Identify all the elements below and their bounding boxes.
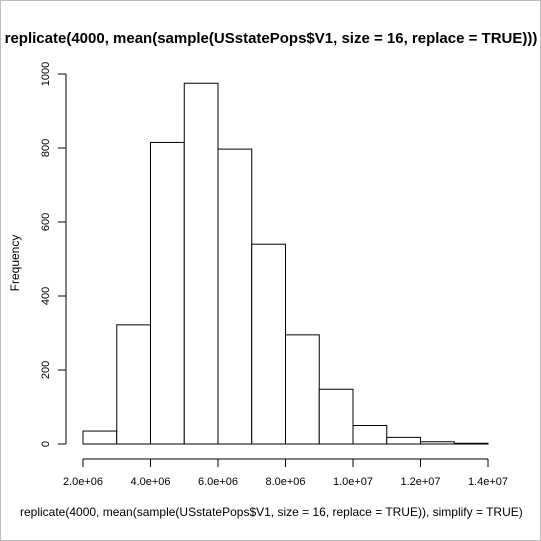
chart-title: replicate(4000, mean(sample(USstatePops$…: [5, 30, 538, 47]
histogram-bar-2: [116, 324, 151, 445]
histogram-bar-6: [251, 243, 286, 445]
histogram-bars: [82, 82, 489, 445]
x-tick-label-3: 6.0e+06: [198, 476, 238, 488]
y-tick-label-6: 1000: [40, 62, 52, 86]
x-tick-label-5: 1.0e+07: [333, 476, 373, 488]
x-axis-ticks: 2.0e+06 4.0e+06 6.0e+06 8.0e+06 1.0e+07 1.2e+…: [63, 459, 508, 488]
x-tick-label-4: 8.0e+06: [265, 476, 305, 488]
histogram-bar-11: [420, 441, 455, 445]
histogram-bar-1: [82, 430, 118, 445]
x-axis-label: replicate(4000, mean(sample(USstatePops$…: [20, 505, 523, 519]
x-tick-label-7: 1.4e+07: [468, 476, 508, 488]
y-tick-label-1: 0: [40, 441, 52, 447]
histogram-bar-3: [150, 141, 185, 445]
y-tick-label-2: 200: [40, 361, 52, 379]
x-tick-label-6: 1.2e+07: [400, 476, 440, 488]
histogram-bar-8: [318, 388, 354, 445]
histogram-bar-10: [386, 436, 421, 445]
y-axis-label: Frequency: [8, 235, 22, 292]
y-tick-label-4: 600: [40, 213, 52, 231]
x-tick-label-2: 4.0e+06: [130, 476, 170, 488]
histogram-bar-4: [183, 82, 219, 445]
histogram-bar-7: [285, 334, 320, 445]
y-tick-label-5: 800: [40, 139, 52, 157]
y-axis-ticks: 0 200 400 600 800 1000: [40, 62, 66, 447]
histogram-bar-9: [352, 425, 388, 445]
y-tick-label-3: 400: [40, 287, 52, 305]
histogram-bar-12: [453, 442, 489, 445]
x-tick-label-1: 2.0e+06: [63, 476, 103, 488]
histogram-bar-5: [217, 148, 253, 445]
